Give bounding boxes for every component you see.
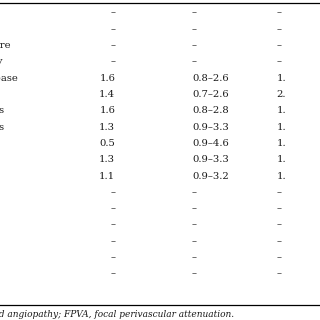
Text: 1.1: 1.1 bbox=[99, 172, 115, 181]
Text: 1.4: 1.4 bbox=[99, 90, 115, 99]
Text: –: – bbox=[110, 253, 115, 262]
Text: –: – bbox=[277, 269, 282, 279]
Text: –: – bbox=[277, 253, 282, 262]
Text: 0.9–3.2: 0.9–3.2 bbox=[192, 172, 229, 181]
Text: –: – bbox=[110, 8, 115, 18]
Text: 1.: 1. bbox=[277, 74, 286, 83]
Text: –: – bbox=[192, 204, 197, 213]
Text: –: – bbox=[277, 57, 282, 67]
Text: 2.: 2. bbox=[277, 90, 286, 99]
Text: –: – bbox=[110, 204, 115, 213]
Text: 1.6: 1.6 bbox=[99, 74, 115, 83]
Text: –: – bbox=[110, 41, 115, 50]
Text: –: – bbox=[192, 220, 197, 230]
Text: –: – bbox=[192, 57, 197, 67]
Text: 1.6: 1.6 bbox=[99, 106, 115, 116]
Text: –: – bbox=[110, 25, 115, 34]
Text: –: – bbox=[277, 8, 282, 18]
Text: –: – bbox=[110, 237, 115, 246]
Text: 0.9–3.3: 0.9–3.3 bbox=[192, 123, 229, 132]
Text: –: – bbox=[277, 25, 282, 34]
Text: –: – bbox=[277, 188, 282, 197]
Text: –: – bbox=[277, 237, 282, 246]
Text: –: – bbox=[277, 41, 282, 50]
Text: –: – bbox=[192, 188, 197, 197]
Text: 0.7–2.6: 0.7–2.6 bbox=[192, 90, 228, 99]
Text: –: – bbox=[192, 8, 197, 18]
Text: 1.: 1. bbox=[277, 155, 286, 164]
Text: pathy: pathy bbox=[0, 57, 3, 67]
Text: e score: e score bbox=[0, 41, 11, 50]
Text: –: – bbox=[110, 57, 115, 67]
Text: erosis: erosis bbox=[0, 106, 4, 116]
Text: 1.3: 1.3 bbox=[99, 155, 115, 164]
Text: –: – bbox=[110, 188, 115, 197]
Text: . disease: . disease bbox=[0, 74, 18, 83]
Text: erosis: erosis bbox=[0, 123, 4, 132]
Text: 0.8–2.8: 0.8–2.8 bbox=[192, 106, 229, 116]
Text: 1.: 1. bbox=[277, 106, 286, 116]
Text: 0.8–2.6: 0.8–2.6 bbox=[192, 74, 228, 83]
Text: –: – bbox=[192, 237, 197, 246]
Text: 1.3: 1.3 bbox=[99, 123, 115, 132]
Text: 0.9–4.6: 0.9–4.6 bbox=[192, 139, 229, 148]
Text: –: – bbox=[277, 204, 282, 213]
Text: 1.: 1. bbox=[277, 172, 286, 181]
Text: 1.: 1. bbox=[277, 139, 286, 148]
Text: 0.9–3.3: 0.9–3.3 bbox=[192, 155, 229, 164]
Text: –: – bbox=[192, 25, 197, 34]
Text: –: – bbox=[192, 253, 197, 262]
Text: 0.5: 0.5 bbox=[99, 139, 115, 148]
Text: –: – bbox=[192, 41, 197, 50]
Text: –: – bbox=[277, 220, 282, 230]
Text: –: – bbox=[110, 220, 115, 230]
Text: –: – bbox=[192, 269, 197, 279]
Text: –: – bbox=[110, 269, 115, 279]
Text: myloid angiopathy; FPVA, focal perivascular attenuation.: myloid angiopathy; FPVA, focal perivascu… bbox=[0, 310, 235, 319]
Text: 1.: 1. bbox=[277, 123, 286, 132]
